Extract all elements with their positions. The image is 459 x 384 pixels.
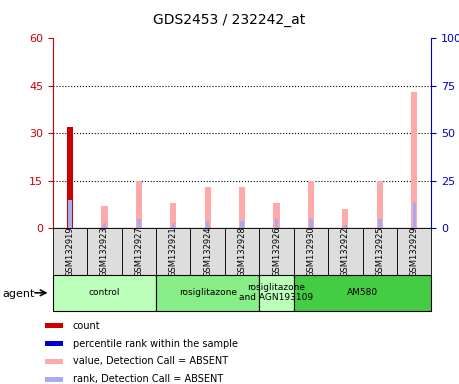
Bar [363,228,397,275]
Bar [344,225,347,228]
Text: GSM132919: GSM132919 [66,226,74,277]
Bar [308,181,314,228]
Bar [45,359,63,364]
Bar [275,219,278,228]
Bar [156,228,190,275]
Text: rosiglitazone: rosiglitazone [179,288,237,297]
Bar [103,223,106,228]
Text: GSM132929: GSM132929 [410,226,419,277]
Text: GSM132925: GSM132925 [375,226,384,277]
Bar [137,219,140,228]
Bar [328,228,363,275]
Bar [53,275,156,311]
Bar [309,219,313,228]
Bar [342,210,348,228]
Bar [190,228,225,275]
Bar [259,275,294,311]
Text: GDS2453 / 232242_at: GDS2453 / 232242_at [153,13,306,27]
Bar [274,203,280,228]
Bar [68,200,72,228]
Text: GSM132923: GSM132923 [100,226,109,277]
Bar [377,181,383,228]
Bar [136,181,142,228]
Bar [170,203,176,228]
Bar [294,228,328,275]
Bar [205,187,211,228]
Text: GSM132928: GSM132928 [238,226,246,277]
Text: value, Detection Call = ABSENT: value, Detection Call = ABSENT [73,356,228,366]
Bar [259,228,294,275]
Bar [67,127,73,228]
Text: rank, Detection Call = ABSENT: rank, Detection Call = ABSENT [73,374,223,384]
Bar [206,221,209,228]
Bar [413,202,416,228]
Text: count: count [73,321,100,331]
Text: GSM132921: GSM132921 [169,226,178,277]
Text: GSM132926: GSM132926 [272,226,281,277]
Bar [101,206,107,228]
Bar [225,228,259,275]
Text: GSM132930: GSM132930 [307,226,315,277]
Text: GSM132922: GSM132922 [341,226,350,277]
Bar [239,187,245,228]
Text: AM580: AM580 [347,288,378,297]
Bar [53,228,87,275]
Text: control: control [89,288,120,297]
Bar [87,228,122,275]
Bar [294,275,431,311]
Text: agent: agent [2,289,35,299]
Text: percentile rank within the sample: percentile rank within the sample [73,339,238,349]
Bar [411,92,417,228]
Text: rosiglitazone
and AGN193109: rosiglitazone and AGN193109 [240,283,313,303]
Bar [122,228,156,275]
Text: GSM132924: GSM132924 [203,226,212,277]
Bar [45,341,63,346]
Bar [172,223,175,228]
Text: GSM132927: GSM132927 [134,226,143,277]
Bar [156,275,259,311]
Bar [397,228,431,275]
Bar [45,377,63,382]
Bar [378,219,381,228]
Bar [241,221,244,228]
Bar [45,323,63,328]
